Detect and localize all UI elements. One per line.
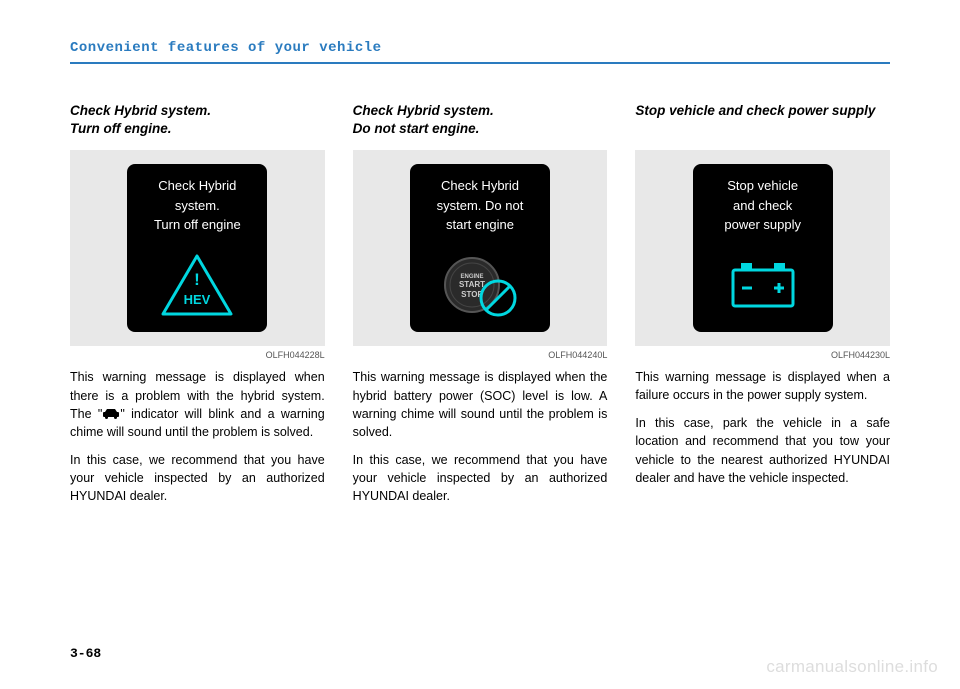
screen-line: system.: [175, 198, 220, 213]
dash-screen-2: Check Hybrid system. Do not start engine…: [410, 164, 550, 332]
screen-line: system. Do not: [437, 198, 524, 213]
screen-line: Turn off engine: [154, 217, 241, 232]
section-title-2: Check Hybrid system.Do not start engine.: [353, 102, 608, 138]
column-1: Check Hybrid system.Turn off engine. Che…: [70, 102, 325, 515]
display-panel-2: Check Hybrid system. Do not start engine…: [353, 150, 608, 346]
screen-line: power supply: [724, 217, 801, 232]
image-code-3: OLFH044230L: [635, 350, 890, 360]
page-number: 3-68: [70, 646, 101, 661]
screen-line: Check Hybrid: [158, 178, 236, 193]
svg-text:!: !: [194, 270, 200, 289]
battery-icon: [699, 245, 827, 325]
paragraph: This warning message is displayed when t…: [353, 368, 608, 441]
hev-triangle-icon: ! HEV: [133, 245, 261, 325]
svg-text:START: START: [459, 280, 485, 289]
screen-text-3: Stop vehicle and check power supply: [724, 176, 801, 235]
paragraph: This warning message is displayed when a…: [635, 368, 890, 404]
content-columns: Check Hybrid system.Turn off engine. Che…: [70, 102, 890, 515]
paragraph: In this case, park the vehicle in a safe…: [635, 414, 890, 487]
screen-line: start engine: [446, 217, 514, 232]
engine-button-icon: ENGINE START STOP: [416, 245, 544, 325]
display-panel-3: Stop vehicle and check power supply: [635, 150, 890, 346]
svg-text:HEV: HEV: [184, 292, 211, 307]
section-title-3: Stop vehicle and check power supply: [635, 102, 890, 138]
display-panel-1: Check Hybrid system. Turn off engine ! H…: [70, 150, 325, 346]
paragraph: In this case, we recommend that you have…: [353, 451, 608, 505]
section-title-1: Check Hybrid system.Turn off engine.: [70, 102, 325, 138]
screen-line: Stop vehicle: [727, 178, 798, 193]
paragraph: In this case, we recommend that you have…: [70, 451, 325, 505]
dash-screen-1: Check Hybrid system. Turn off engine ! H…: [127, 164, 267, 332]
screen-text-2: Check Hybrid system. Do not start engine: [437, 176, 524, 235]
dash-screen-3: Stop vehicle and check power supply: [693, 164, 833, 332]
section-header: Convenient features of your vehicle: [70, 40, 890, 64]
screen-line: and check: [733, 198, 792, 213]
screen-text-1: Check Hybrid system. Turn off engine: [154, 176, 241, 235]
screen-line: Check Hybrid: [441, 178, 519, 193]
image-code-1: OLFH044228L: [70, 350, 325, 360]
watermark: carmanualsonline.info: [766, 657, 938, 677]
column-2: Check Hybrid system.Do not start engine.…: [353, 102, 608, 515]
image-code-2: OLFH044240L: [353, 350, 608, 360]
column-3: Stop vehicle and check power supply Stop…: [635, 102, 890, 515]
paragraph: This warning message is displayed when t…: [70, 368, 325, 441]
